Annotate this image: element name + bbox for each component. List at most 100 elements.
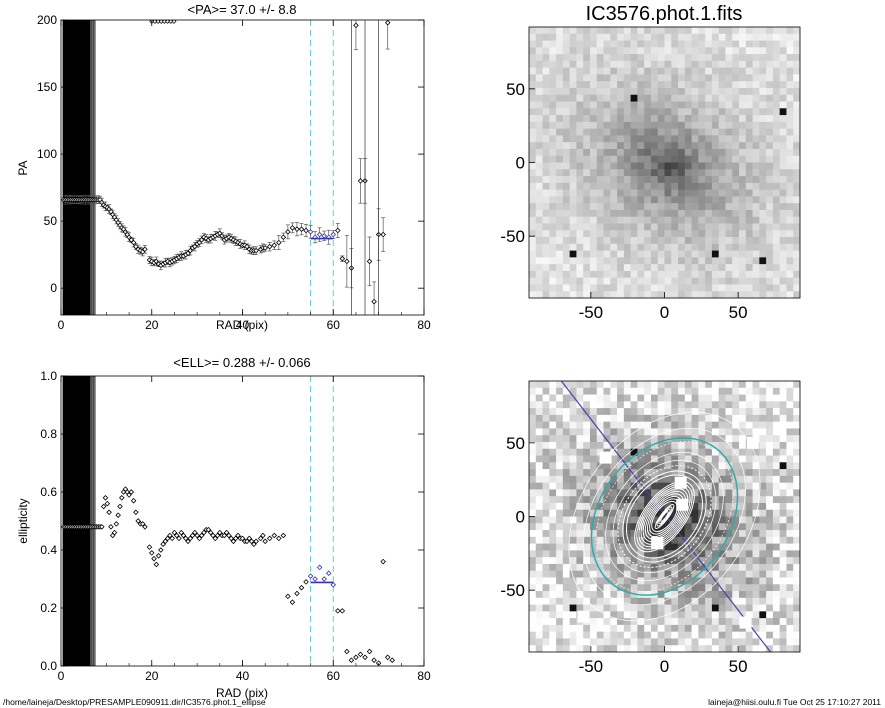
img1-pixel [610,230,618,238]
isophote-ellipse [656,506,673,527]
img1-pixel [691,54,699,62]
img2-pixel [786,482,794,490]
img1-pixel [718,230,727,238]
img2-pixel [725,645,733,652]
img1-pixel [664,230,672,238]
img1-pixel [745,67,754,76]
img2-pixel [664,645,672,652]
img1-pixel [535,94,544,103]
img2-pixel [603,496,611,504]
img2-pixel [542,591,550,599]
img1-pixel [542,230,550,238]
img2-pixel [752,387,760,396]
img2-pixel [542,401,550,409]
img1-pixel [623,176,632,184]
img2-pixel [603,401,611,409]
img1-pixel [637,40,645,48]
img2-pixel [617,557,625,565]
ell-data-point [135,518,141,524]
img1-pixel [772,237,781,245]
img1-pixel [671,60,679,69]
img2-pixel [610,536,618,545]
img1-pixel [603,216,611,225]
img2-pixel [759,563,767,572]
img1-pixel [644,284,652,292]
ell-data-point [212,535,219,542]
img1-pixel [745,94,754,103]
img2-pixel [610,530,618,538]
img2-pixel [745,624,754,633]
img1-pixel [637,176,645,184]
img2-pixel [732,557,740,565]
img1-pixel [793,135,800,143]
img1-pixel [562,67,571,76]
img2-pixel [610,441,618,450]
img1-pixel [549,291,557,298]
img2-pixel [542,482,550,490]
img1-pixel [617,223,625,231]
img2-pixel [637,516,645,524]
img2-pixel [772,523,781,531]
img2-pixel [617,611,625,619]
img1-pixel [671,189,679,197]
isophote-ellipse [583,427,746,606]
img2-pixel [752,475,760,484]
img2-pixel [786,496,794,504]
img1-pixel [623,250,632,258]
img1-pixel [596,223,605,231]
img2-pixel [786,414,794,423]
img1-pixel [739,40,747,48]
img1-pixel [772,27,781,35]
isophote-ellipse [595,441,734,592]
img1-pixel [542,169,550,177]
img2-pixel [752,448,760,457]
img2-pixel [549,604,557,612]
img2-pixel [711,435,720,443]
img2-pixel [650,604,659,612]
img2-pixel [556,408,564,416]
img1-pixel [617,162,625,170]
img2-pixel [759,428,767,436]
img1-pixel [637,142,645,150]
masked-region [674,476,687,489]
img1-pixel [664,108,672,116]
img1-y-tick-label: 50 [506,80,525,99]
img1-pixel [576,203,584,211]
img2-pixel [664,394,672,402]
img1-pixel [772,135,781,143]
img2-pixel [732,421,740,430]
img2-pixel [610,435,618,443]
img2-pixel [711,509,720,518]
img2-pixel [583,523,591,531]
img1-pixel [630,223,638,231]
img1-pixel [678,216,686,225]
img1-pixel [691,47,699,55]
img1-pixel [664,94,672,103]
img2-pixel [745,591,754,599]
img2-pixel [610,604,618,612]
img2-pixel [657,387,666,396]
img1-pixel [542,243,550,252]
img2-pixel [596,441,605,450]
img2-pixel [623,618,632,626]
img1-pixel [617,81,625,89]
img1-star [779,108,787,116]
img2-pixel [644,631,652,640]
img1-pixel [664,196,672,204]
img1-pixel [786,54,794,62]
img1-pixel [569,277,578,286]
img2-pixel [657,394,666,402]
img1-pixel [678,257,686,265]
img2-pixel [657,441,666,450]
img2-pixel [739,597,747,606]
img1-pixel [739,196,747,204]
img2-pixel [705,543,713,551]
img2-pixel [623,421,632,430]
img2-pixel [549,387,557,396]
img1-pixel [793,291,800,298]
img2-pixel [603,421,611,430]
img1-pixel [725,230,733,238]
img2-pixel [786,394,794,402]
img2-pixel [596,530,605,538]
